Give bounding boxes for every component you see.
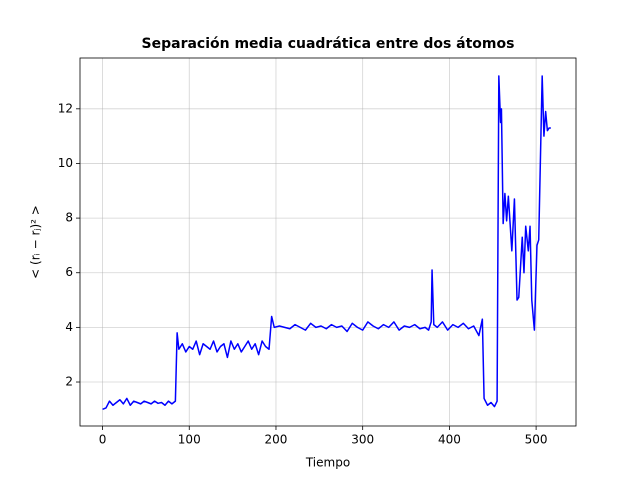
y-tick-label: 6 (65, 265, 73, 279)
x-tick-label: 0 (99, 433, 107, 447)
x-tick-label: 300 (351, 433, 374, 447)
y-tick-label: 10 (58, 156, 73, 170)
y-tick-label: 8 (65, 211, 73, 225)
x-tick-label: 400 (438, 433, 461, 447)
data-line (102, 75, 551, 411)
y-tick-label: 12 (58, 101, 73, 115)
chart-title: Separación media cuadrática entre dos át… (142, 36, 515, 52)
y-tick-label: 2 (65, 375, 73, 389)
y-axis-label: < (rᵢ − rⱼ)² > (29, 205, 43, 279)
x-tick-label: 500 (525, 433, 548, 447)
x-axis-label: Tiempo (305, 456, 350, 470)
y-tick-label: 4 (65, 320, 73, 334)
plot-frame (79, 57, 577, 427)
x-tick-label: 100 (178, 433, 201, 447)
x-tick-label: 200 (265, 433, 288, 447)
